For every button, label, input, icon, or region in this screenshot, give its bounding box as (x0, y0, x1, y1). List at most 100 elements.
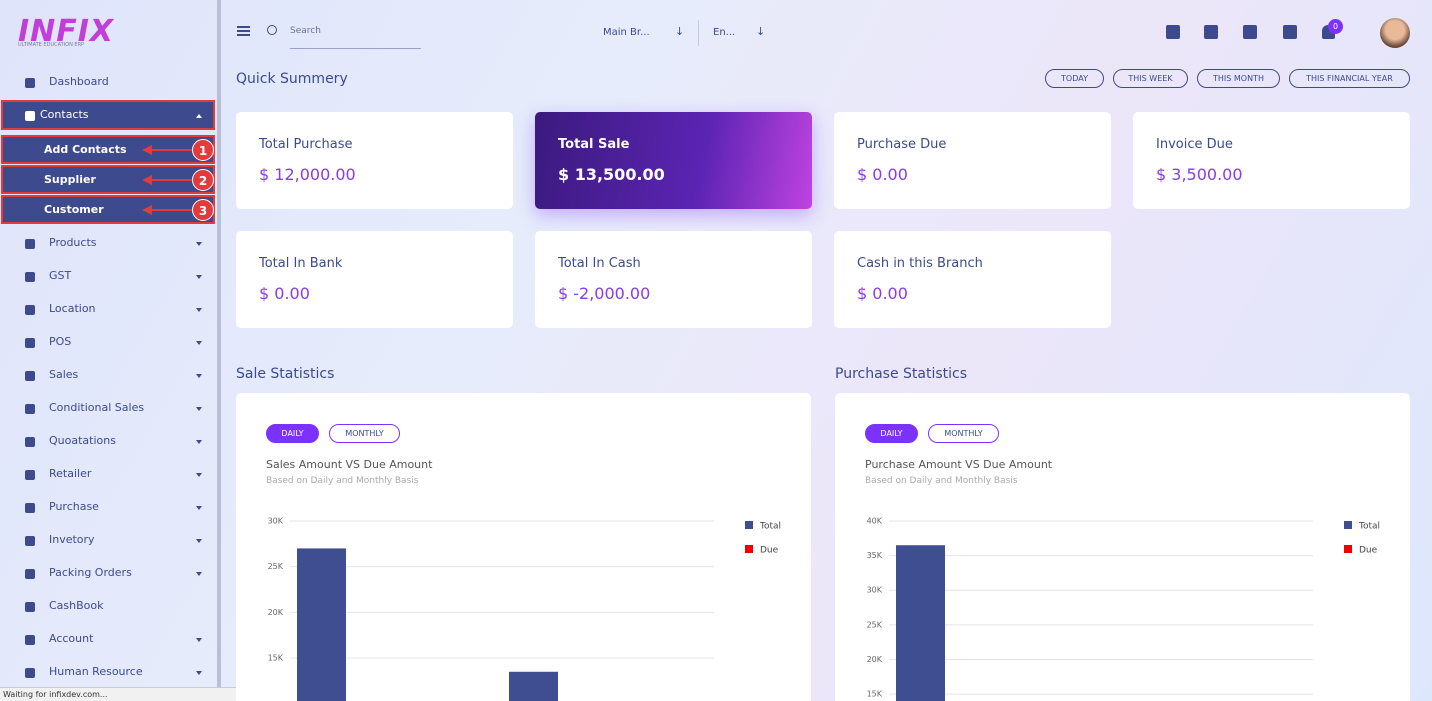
card-value: $ 0.00 (259, 284, 310, 303)
summary-card: Total In Bank $ 0.00 (236, 231, 513, 328)
filter-button[interactable]: THIS MONTH (1197, 69, 1280, 88)
summary-card: Total Purchase $ 12,000.00 (236, 112, 513, 209)
card-label: Total Sale (558, 137, 630, 152)
toolbar-icon[interactable] (1283, 25, 1297, 39)
menu-item[interactable]: Sales (49, 368, 79, 381)
chart-card (835, 393, 1410, 701)
menu-caret (196, 242, 202, 246)
card-label: Total In Cash (558, 256, 641, 271)
toolbar-icon[interactable] (1166, 25, 1180, 39)
card-value: $ 3,500.00 (1156, 165, 1243, 184)
menu-caret (196, 638, 202, 642)
status-bar: Waiting for infixdev.com... (0, 687, 243, 701)
menu-item[interactable]: Contacts (40, 108, 89, 121)
avatar[interactable] (1380, 18, 1410, 48)
menu-icon[interactable] (25, 305, 35, 315)
menu-item[interactable]: CashBook (49, 599, 104, 612)
card-value: $ -2,000.00 (558, 284, 651, 303)
menu-item[interactable]: POS (49, 335, 72, 348)
summary-card: Total Sale $ 13,500.00 (535, 112, 812, 209)
menu-icon[interactable] (25, 503, 35, 513)
menu-item[interactable]: GST (49, 269, 72, 282)
menu-icon[interactable] (25, 272, 35, 282)
language-select[interactable]: En... (713, 27, 736, 38)
menu-caret (196, 341, 202, 345)
menu-item[interactable]: Human Resource (49, 665, 143, 678)
menu-toggle[interactable] (237, 26, 250, 36)
menu-caret (196, 308, 202, 312)
menu-icon[interactable] (25, 404, 35, 414)
logo: INFIX (18, 14, 115, 49)
menu-caret (196, 407, 202, 411)
annotation-arrowhead (142, 205, 152, 215)
chart-tab[interactable]: DAILY (865, 424, 918, 443)
toolbar-icon[interactable] (1204, 25, 1218, 39)
menu-icon[interactable] (25, 569, 35, 579)
divider (698, 20, 699, 46)
card-value: $ 13,500.00 (558, 165, 665, 184)
menu-item[interactable]: Retailer (49, 467, 92, 480)
branch-select[interactable]: Main Br... (603, 27, 650, 38)
menu-item[interactable]: Products (49, 236, 97, 249)
menu-caret (196, 114, 202, 118)
menu-caret (196, 572, 202, 576)
menu-icon[interactable] (25, 635, 35, 645)
chart-title: Purchase Amount VS Due Amount (865, 458, 1053, 471)
menu-caret (196, 539, 202, 543)
menu-icon[interactable] (25, 371, 35, 381)
submenu-item[interactable]: Add Contacts (44, 143, 127, 156)
menu-caret (196, 671, 202, 675)
chart-tab[interactable]: MONTHLY (329, 424, 400, 443)
section-title: Purchase Statistics (835, 366, 968, 382)
menu-icon[interactable] (25, 470, 35, 480)
menu-item[interactable]: Purchase (49, 500, 99, 513)
language-arrow: ↓ (756, 25, 766, 38)
menu-icon[interactable] (25, 338, 35, 348)
section-title: Quick Summery (236, 71, 348, 87)
submenu-item[interactable]: Supplier (44, 173, 96, 186)
card-label: Cash in this Branch (857, 256, 983, 271)
menu-item[interactable]: Packing Orders (49, 566, 132, 579)
card-label: Invoice Due (1156, 137, 1233, 152)
menu-toggle-mid (237, 30, 250, 32)
menu-caret (196, 506, 202, 510)
menu-item[interactable]: Account (49, 632, 94, 645)
menu-icon[interactable] (25, 437, 35, 447)
annotation-badge: 3 (192, 199, 214, 221)
card-label: Purchase Due (857, 137, 947, 152)
summary-card: Invoice Due $ 3,500.00 (1133, 112, 1410, 209)
menu-icon[interactable] (25, 602, 35, 612)
branch-arrow: ↓ (675, 25, 685, 38)
filter-button[interactable]: TODAY (1045, 69, 1104, 88)
toolbar-icon[interactable] (1243, 25, 1257, 39)
menu-item[interactable]: Quoatations (49, 434, 116, 447)
annotation-arrow (150, 209, 192, 211)
notification-badge: 0 (1328, 19, 1343, 34)
card-label: Total Purchase (259, 137, 353, 152)
search-input[interactable]: Search (290, 26, 421, 49)
filter-button[interactable]: THIS FINANCIAL YEAR (1289, 69, 1410, 88)
menu-item[interactable]: Invetory (49, 533, 95, 546)
menu-item[interactable]: Location (49, 302, 96, 315)
menu-item[interactable]: Dashboard (49, 75, 109, 88)
section-title: Sale Statistics (236, 366, 335, 382)
filter-button[interactable]: THIS WEEK (1113, 69, 1188, 88)
menu-icon[interactable] (25, 78, 35, 88)
card-label: Total In Bank (259, 256, 343, 271)
menu-caret (196, 275, 202, 279)
card-value: $ 0.00 (857, 165, 908, 184)
menu-item[interactable]: Conditional Sales (49, 401, 145, 414)
chart-tab[interactable]: DAILY (266, 424, 319, 443)
chart-tab[interactable]: MONTHLY (928, 424, 999, 443)
menu-icon[interactable] (25, 111, 35, 121)
annotation-arrowhead (142, 145, 152, 155)
card-value: $ 12,000.00 (259, 165, 356, 184)
menu-icon[interactable] (25, 668, 35, 678)
submenu-item[interactable]: Customer (44, 203, 104, 216)
sidebar-scrollbar (217, 0, 221, 701)
menu-icon[interactable] (25, 239, 35, 249)
summary-card: Total In Cash $ -2,000.00 (535, 231, 812, 328)
annotation-badge: 2 (192, 169, 214, 191)
menu-caret (196, 374, 202, 378)
menu-icon[interactable] (25, 536, 35, 546)
